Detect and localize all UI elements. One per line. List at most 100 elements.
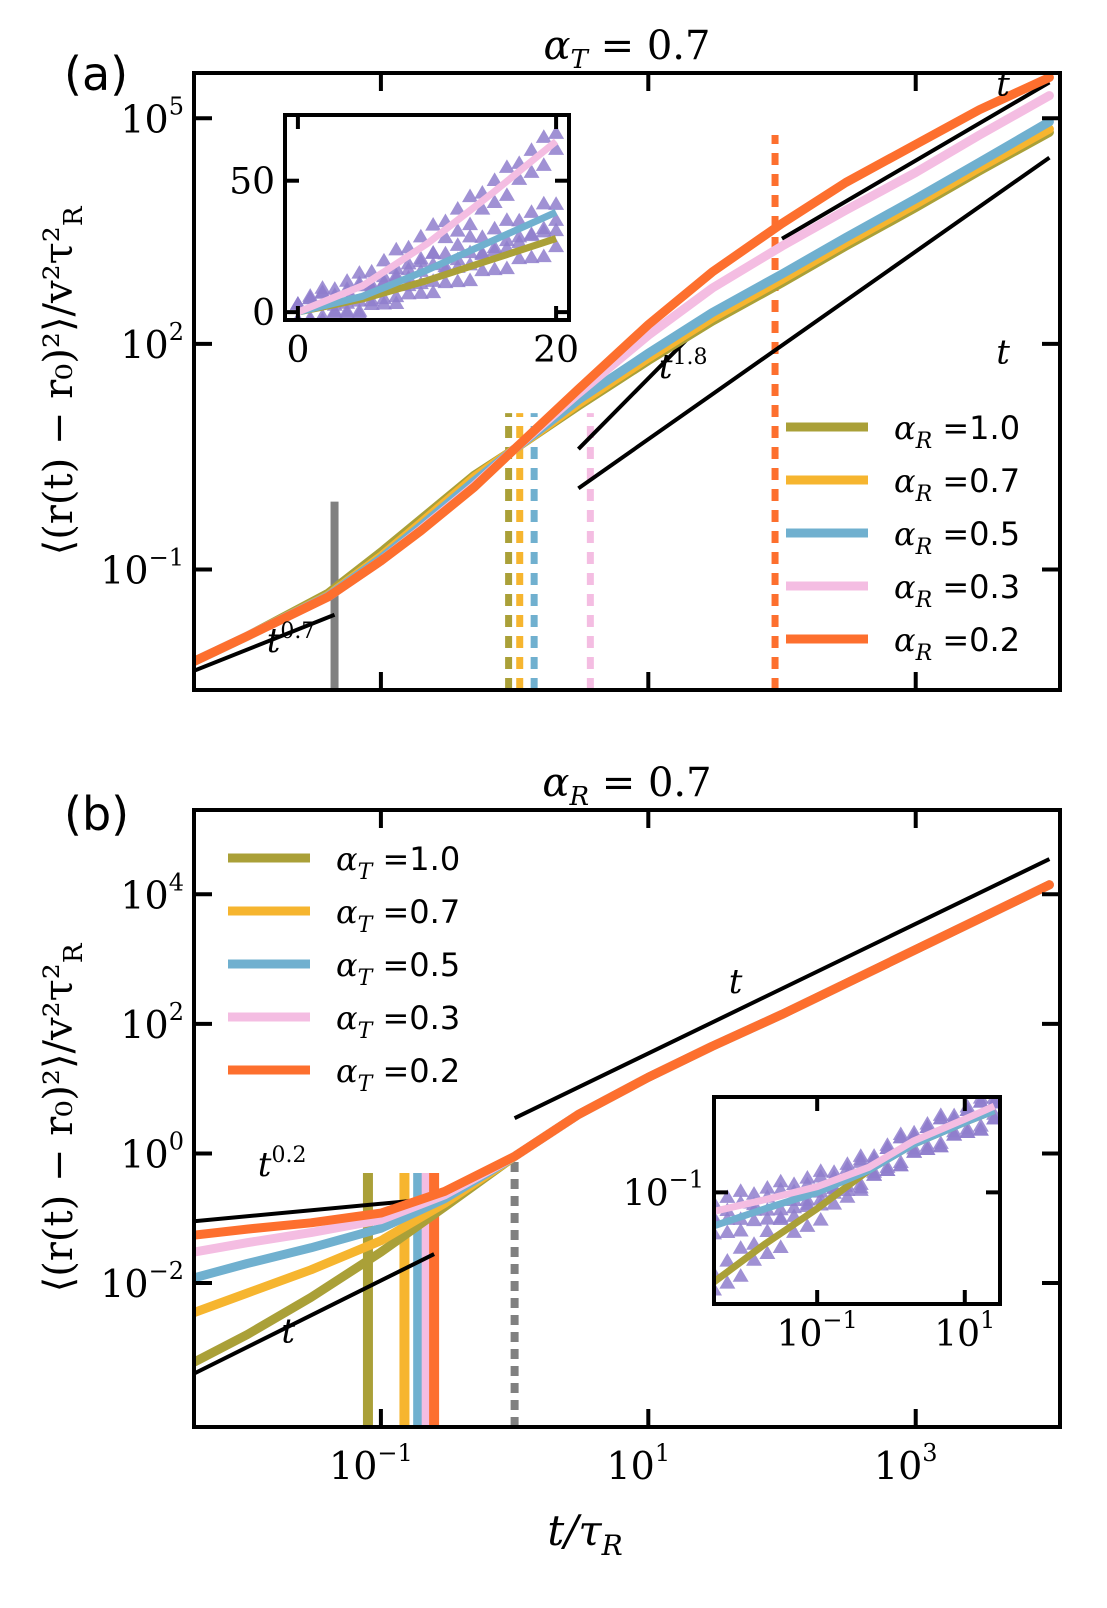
legend-symbol: α [336,999,358,1037]
legend-symbol: α [894,462,916,500]
inset-scatter-marker [946,1107,963,1122]
legend-value: =0.7 [372,893,460,931]
guide-label: t1.8 [659,345,708,387]
legend-value: =0.3 [932,568,1020,606]
inset-series-line [296,138,559,316]
inset-scatter-marker [304,310,317,320]
inset-scatter-marker [375,252,392,267]
inset-scatter-marker [314,280,331,294]
legend-subscript: R [915,588,933,613]
inset-x-tick-label: 0 [286,330,309,371]
inset-x-tick-base: 10 [934,1314,980,1355]
x-tick-label: 101 [606,1439,670,1488]
inset-scatter-marker [759,1245,776,1260]
inset-scatter-marker [449,273,466,288]
inset-scatter-marker [812,1211,829,1226]
legend-symbol: α [894,409,916,447]
y-tick-label: 102 [120,998,184,1047]
y-tick-exponent: 5 [169,92,184,120]
x-axis-label-main: t/τ [547,1506,602,1555]
inset-scatter-marker [326,281,343,295]
inset-scatter-marker [772,1201,789,1216]
inset-scatter-marker [535,248,552,263]
inset-scatter-marker [486,172,503,186]
inset-plot-area-b [714,1097,1000,1296]
inset-scatter-marker [799,1218,816,1232]
panel-label-b: (b) [64,787,129,841]
guide-line [781,80,1051,241]
inset-scatter-marker [412,285,429,299]
y-tick-exponent: 0 [169,1127,184,1155]
inset-x-tick-value: 20 [533,330,579,371]
inset-x-tick-base: 10 [777,1314,823,1355]
inset-scatter-marker [486,220,503,235]
inset-scatter-marker [786,1199,803,1214]
y-tick-exponent: −2 [149,1257,184,1285]
guide-label-base: t [267,621,281,661]
inset-scatter-marker [826,1196,843,1210]
inset-scatter-marker [289,296,306,310]
axes-frame-b [192,808,1062,1429]
inset-scatter-marker [474,262,491,277]
inset-x-tick-label: 10−1 [777,1306,858,1355]
y-tick-exponent: 2 [169,318,184,346]
inset-scatter-marker [799,1170,816,1184]
inset-scatter-marker [412,228,429,243]
x-tick-base: 10 [874,1444,922,1488]
y-axis-label-a: ⟨(r(t) − r₀)²⟩/v²τ²R [36,205,89,555]
inset-scatter-marker [932,1135,949,1149]
legend-symbol: α [336,840,358,878]
inset-scatter-marker [932,1107,949,1121]
inset-scatter-marker [772,1209,789,1224]
inset-scatter-marker [535,223,552,238]
legend-subscript: R [915,429,933,454]
inset-scatter-marker [839,1156,856,1170]
inset-scatter-marker [474,245,491,259]
guide-label-base: t [729,962,743,1002]
legend-entry: αT =0.7 [336,893,460,938]
y-tick-label: 104 [120,868,184,917]
inset-scatter-marker [339,303,356,317]
title-symbol: α [542,760,569,806]
inset-scatter-marker [498,187,515,201]
inset-scatter-marker [732,1222,749,1237]
guide-label: t [996,332,1010,372]
legend-symbol: α [894,568,916,606]
chart-title-a: αT = 0.7 [544,23,711,75]
inset-scatter-marker [437,274,454,289]
legend-entry: αR =0.5 [894,515,1020,560]
inset-y-tick-label: 10−1 [623,1165,704,1214]
guide-line [577,155,1051,490]
inset-scatter-marker [315,308,330,320]
y-tick-label: 102 [120,318,184,367]
inset-scatter-marker [959,1120,976,1135]
inset-series-line [297,209,558,316]
plot-area-a [194,73,1054,690]
inset-x-tick-label: 20 [533,330,579,371]
inset-scatter-marker [852,1148,869,1162]
inset-scatter-marker [412,250,429,265]
inset-y-tick-value: 50 [229,162,275,203]
y-axis-label-b: ⟨(r(t) − r₀)²⟩/v²τ²R [36,942,89,1292]
title-subscript: R [568,782,589,812]
inset-scatter-marker [548,141,565,155]
x-tick-base: 10 [606,1444,654,1488]
inset-scatter-marker [879,1159,896,1173]
y-tick-label: 105 [120,92,184,141]
inset-scatter-marker [486,261,503,276]
inset-scatter-marker [400,285,417,300]
inset-scatter-marker [759,1180,776,1194]
inset-scatter-marker [388,288,405,303]
title-value: = 0.7 [589,760,712,806]
inset-scatter-marker [786,1224,803,1238]
legend-symbol: α [336,1052,358,1090]
chart-title-b: αR = 0.7 [542,760,711,812]
inset-scatter-marker [498,260,515,275]
guide-label-base: t [996,65,1010,105]
inset-scatter-marker [462,272,479,287]
legend-subscript: T [358,913,375,938]
guide-label-base: t [659,347,673,387]
legend-symbol: α [894,515,916,553]
x-tick-exponent: −1 [377,1439,412,1467]
